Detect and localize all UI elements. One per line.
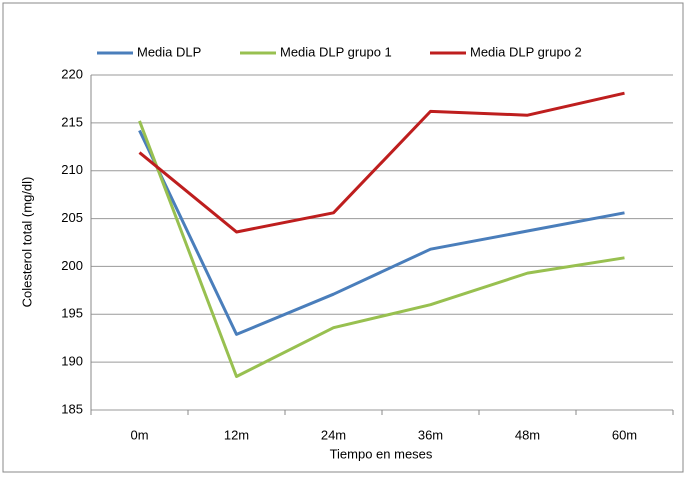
- y-axis-label: Colesterol total (mg/dl): [19, 177, 34, 308]
- x-tick-label: 60m: [612, 427, 637, 442]
- series-line: [138, 120, 625, 378]
- chart-border: [2, 2, 684, 473]
- legend-label: Media DLP grupo 2: [470, 44, 582, 59]
- x-tick-label: 36m: [418, 427, 443, 442]
- y-tick-label: 185: [61, 401, 83, 416]
- x-axis-label: Tiempo en meses: [330, 446, 433, 461]
- y-tick-label: 210: [61, 162, 83, 177]
- y-tick-label: 205: [61, 210, 83, 225]
- x-tick-label: 48m: [515, 427, 540, 442]
- y-tick-label: 220: [61, 66, 83, 81]
- legend-label: Media DLP grupo 1: [280, 44, 392, 59]
- series-line: [138, 129, 625, 336]
- y-tick-label: 195: [61, 306, 83, 321]
- x-tick-label: 0m: [130, 427, 148, 442]
- series-line: [138, 91, 625, 234]
- y-tick-label: 200: [61, 258, 83, 273]
- y-tick-label: 190: [61, 354, 83, 369]
- x-tick-label: 24m: [321, 427, 346, 442]
- legend-label: Media DLP: [137, 44, 201, 59]
- x-tick-label: 12m: [224, 427, 249, 442]
- y-tick-label: 215: [61, 114, 83, 129]
